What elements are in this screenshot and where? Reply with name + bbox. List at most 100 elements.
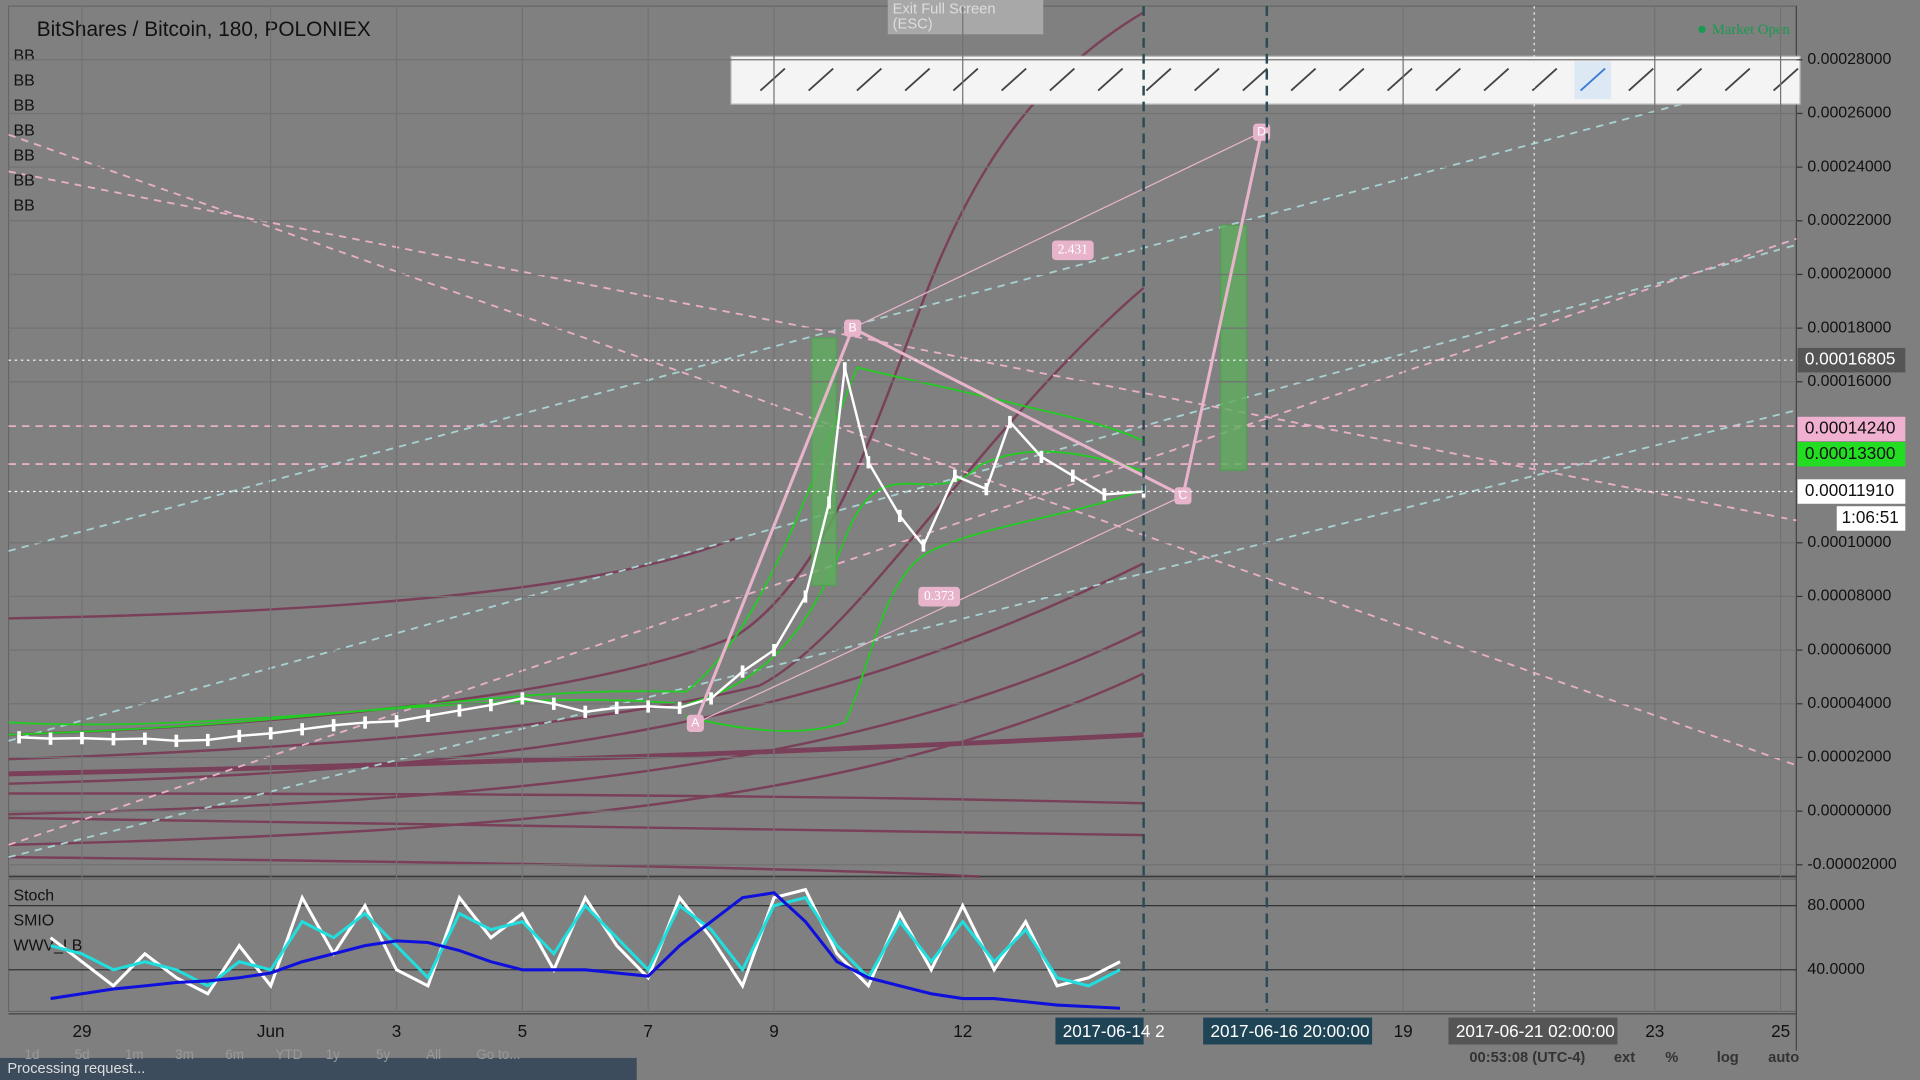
candle	[709, 692, 713, 705]
x-tick-label: 3	[392, 1021, 402, 1041]
tool-icon	[1097, 67, 1124, 92]
tool-icon	[952, 67, 979, 92]
pattern-label: A	[691, 716, 700, 730]
range-button[interactable]: YTD	[276, 1047, 303, 1062]
y-tick-label: 0.00018000	[1807, 319, 1891, 336]
clock: 00:53:08 (UTC-4)	[1469, 1050, 1585, 1066]
exit-fullscreen-box[interactable]	[887, 0, 1044, 35]
time-label: 2017-06-16 20:00:00	[1210, 1021, 1369, 1041]
indicator-label[interactable]: BB	[13, 73, 34, 90]
candle	[394, 715, 399, 728]
drawing-toolbar	[730, 55, 1801, 105]
price-label-box	[1797, 479, 1906, 504]
candle	[866, 456, 871, 469]
indicator-label[interactable]: BB	[13, 147, 34, 164]
time-label: 2017-06-21 02:00:00	[1456, 1021, 1615, 1041]
y-tick-label: 0.00004000	[1807, 695, 1891, 712]
price-pane	[7, 5, 1797, 877]
range-button[interactable]: 1m	[125, 1047, 144, 1062]
range-button[interactable]: All	[426, 1047, 441, 1062]
y-tick-label: 0.00010000	[1807, 534, 1891, 551]
y-tick-label: 80.0000	[1807, 897, 1865, 914]
pattern-label: D	[1257, 124, 1266, 138]
candle	[842, 362, 847, 375]
pattern-point	[686, 714, 704, 732]
band-curve	[8, 562, 1145, 785]
exit-fullscreen-hint[interactable]: (ESC)	[893, 16, 933, 32]
price-label-box	[1797, 416, 1906, 442]
tool-icon	[1338, 67, 1365, 92]
tool-icon	[1386, 67, 1413, 92]
exit-fullscreen[interactable]: Exit Full Screen	[893, 2, 996, 18]
market-dot	[1698, 25, 1706, 34]
y-tick-label: 0.00024000	[1807, 158, 1891, 175]
pattern-leg	[851, 326, 1184, 498]
range-button[interactable]: 1d	[24, 1047, 39, 1062]
candle	[300, 723, 304, 736]
status-bar	[0, 1057, 637, 1080]
indicator-label[interactable]: BB	[13, 122, 34, 139]
price-label: 0.00011910	[1805, 480, 1894, 500]
bollinger-green	[8, 366, 1145, 736]
indicator-label[interactable]: Stoch	[13, 888, 54, 905]
trend-line	[8, 409, 1797, 859]
candle	[897, 509, 902, 523]
indicator-curves	[8, 11, 1145, 878]
candle	[827, 496, 831, 509]
range-button[interactable]: 5d	[75, 1047, 90, 1062]
tool-icon	[1242, 67, 1268, 92]
pattern-label: C	[1179, 488, 1188, 502]
pattern-leg	[693, 327, 855, 724]
indicator-label[interactable]: BB	[13, 97, 34, 114]
candle	[48, 732, 53, 745]
x-tick-label: Jun	[257, 1021, 285, 1041]
indicator-label[interactable]: SMIO	[13, 913, 54, 930]
y-tick-label: 0.00000000	[1807, 802, 1891, 819]
pattern-label: B	[849, 320, 857, 334]
tool-icon	[1049, 67, 1075, 92]
candle	[677, 701, 682, 714]
tool-icon	[856, 67, 883, 92]
indicator-label[interactable]: BB	[13, 197, 34, 214]
y-tick-label: 0.00006000	[1807, 641, 1891, 658]
axis-button[interactable]: log	[1717, 1050, 1739, 1066]
tool-icon	[1435, 67, 1461, 92]
toolbar-bg	[730, 55, 1801, 105]
y-tick-label: 0.00022000	[1807, 212, 1891, 229]
indicator-label[interactable]: BB	[13, 48, 34, 65]
band-curve	[8, 537, 736, 620]
range-button[interactable]: 5y	[376, 1047, 390, 1062]
pattern-leg	[695, 495, 1184, 724]
range-button[interactable]: Go to...	[476, 1047, 520, 1062]
band-curve	[8, 855, 980, 878]
candle	[268, 727, 273, 740]
band-curve	[8, 286, 1145, 761]
tool-icon	[1290, 67, 1317, 92]
indicator-label[interactable]: BB	[13, 172, 34, 189]
candle	[143, 732, 147, 745]
x-tick-label: 12	[953, 1021, 972, 1041]
band-curve	[685, 488, 1144, 732]
symbol-title[interactable]: BitShares / Bitcoin, 180, POLONIEX	[37, 18, 371, 41]
tool-icon	[1724, 67, 1751, 92]
y-tick-label: 0.00008000	[1807, 588, 1891, 605]
axis-button[interactable]: ext	[1614, 1050, 1635, 1066]
range-button[interactable]: 1y	[326, 1047, 340, 1062]
candle	[17, 731, 21, 744]
range-button[interactable]: 6m	[225, 1047, 244, 1062]
ratio-box	[918, 586, 960, 607]
axis-button[interactable]: auto	[1768, 1050, 1799, 1066]
tool-icon	[1676, 67, 1703, 92]
range-button[interactable]: 3m	[175, 1047, 194, 1062]
x-tick-label: 7	[643, 1021, 653, 1041]
candle	[1070, 469, 1075, 482]
ratio-box	[1052, 240, 1094, 261]
candle	[583, 705, 588, 718]
candle	[426, 709, 430, 722]
axis-button[interactable]: %	[1665, 1050, 1678, 1066]
trend-lines	[8, 72, 1797, 859]
tool-icon	[1531, 67, 1558, 92]
candle	[614, 701, 619, 714]
candle	[457, 704, 462, 717]
